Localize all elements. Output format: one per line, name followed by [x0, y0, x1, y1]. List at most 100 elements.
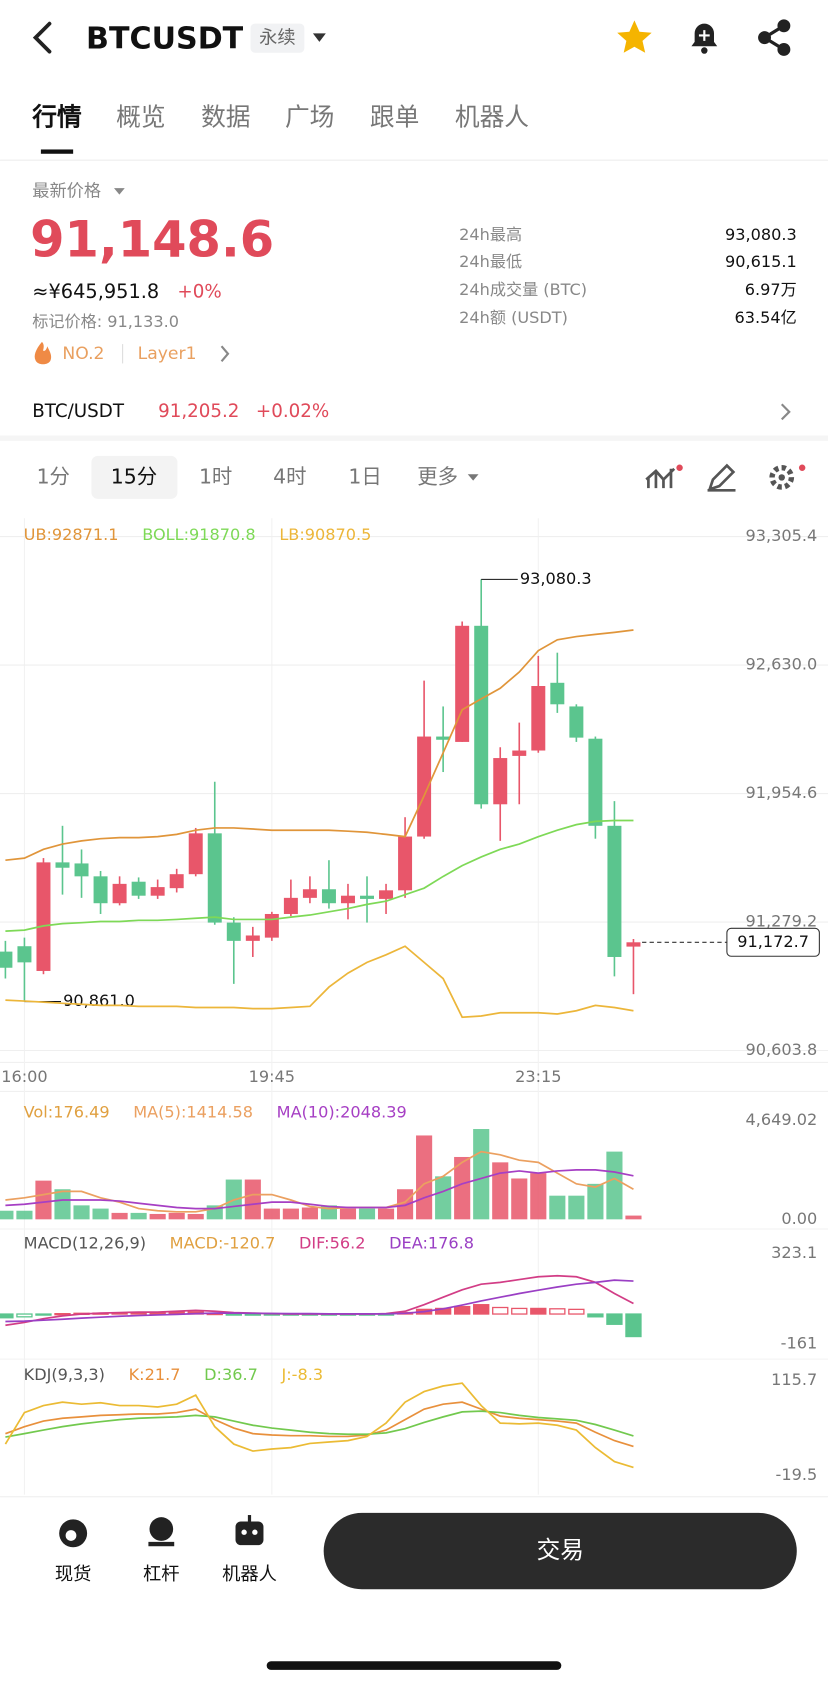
volume-bar	[511, 1178, 528, 1220]
share-button[interactable]	[758, 19, 791, 56]
symbol-dropdown[interactable]	[312, 33, 326, 42]
last-price: 91,148.6	[30, 211, 274, 269]
volume-bar	[473, 1129, 490, 1220]
interval-selected-bg	[91, 455, 178, 499]
nav-bot[interactable]: 机器人	[222, 1515, 277, 1585]
candle-body	[131, 881, 146, 896]
volume-bar	[35, 1180, 52, 1220]
x-tick-label: 23:15	[515, 1067, 561, 1086]
volume-bar	[549, 1195, 566, 1220]
tab[interactable]: 机器人	[455, 102, 529, 131]
share-dot	[758, 31, 771, 45]
candle-body	[436, 736, 451, 740]
tab[interactable]: 跟单	[370, 102, 419, 131]
sector[interactable]: Layer1	[138, 344, 197, 364]
macd-bar	[530, 1307, 547, 1315]
gear-hub	[778, 474, 785, 481]
volume-bar	[187, 1213, 204, 1220]
interval[interactable]: 更多	[417, 464, 458, 488]
sector-arrow[interactable]	[220, 345, 230, 362]
candle-body	[188, 833, 203, 875]
stat-value: 93,080.3	[725, 225, 797, 244]
bot-icon	[235, 1521, 264, 1546]
candle-body	[455, 625, 470, 742]
spot-arrow[interactable]	[780, 403, 791, 421]
candle-body	[93, 876, 108, 904]
legend-entry: BOLL:91870.8	[142, 525, 255, 544]
y-tick-label: -161	[781, 1334, 818, 1353]
tab[interactable]: 概览	[116, 102, 165, 131]
volume-bar	[339, 1208, 357, 1220]
spot-pair[interactable]: BTC/USDT	[32, 401, 125, 422]
tab[interactable]: 广场	[285, 102, 334, 131]
indicator-line	[5, 945, 634, 1019]
candle-body	[245, 935, 260, 941]
candle-body	[226, 922, 241, 941]
contract-tag: 永续	[259, 28, 296, 49]
tab[interactable]: 数据	[201, 102, 250, 131]
trade-label: 交易	[537, 1536, 584, 1564]
interval[interactable]: 15分	[111, 464, 157, 488]
legend-entry: UB:92871.1	[24, 525, 119, 544]
candle-body	[417, 736, 432, 837]
macd-bar	[16, 1313, 33, 1318]
price-dropdown[interactable]	[114, 188, 125, 195]
interval[interactable]: 1日	[348, 464, 381, 488]
macd-bar	[54, 1313, 71, 1316]
candle-body	[36, 862, 51, 971]
candle-body	[283, 897, 298, 914]
volume-bar	[0, 1210, 14, 1220]
candle-body	[0, 951, 13, 968]
settings-button[interactable]	[769, 464, 806, 490]
candle-body	[150, 887, 165, 896]
interval[interactable]: 4时	[273, 464, 306, 488]
macd-bar	[492, 1306, 509, 1315]
candle-body	[493, 758, 508, 805]
candle-body	[607, 825, 622, 957]
candle-body	[379, 890, 394, 899]
candle-body	[340, 895, 355, 904]
candle-body	[302, 889, 317, 898]
nav-label: 机器人	[222, 1564, 277, 1585]
indicator-line	[5, 629, 634, 862]
candle-body	[626, 942, 641, 947]
volume-bar	[377, 1208, 395, 1220]
legend-entry: D:36.7	[204, 1365, 258, 1384]
badge-dot	[798, 464, 806, 471]
indicator-line	[5, 1410, 634, 1438]
extreme-label: 93,080.3	[520, 569, 592, 588]
legend-entry: MA(5):1414.58	[133, 1102, 253, 1121]
symbol: BTCUSDT	[86, 21, 244, 56]
y-tick-label: 90,603.8	[745, 1040, 817, 1059]
y-tick-label: -19.5	[776, 1465, 818, 1484]
y-tick-label: 323.1	[771, 1243, 817, 1262]
mark-price: 标记价格: 91,133.0	[32, 312, 179, 331]
nav-spot[interactable]: 现货	[55, 1519, 92, 1585]
candle-body	[531, 686, 546, 751]
tab[interactable]: 行情	[31, 102, 82, 131]
volume-bar	[149, 1213, 166, 1220]
candle-body	[321, 889, 336, 904]
draw-button[interactable]	[707, 463, 736, 492]
favorite-star[interactable]	[617, 20, 652, 53]
more-dropdown[interactable]	[467, 474, 479, 481]
volume-bar	[168, 1212, 185, 1220]
nav-margin[interactable]: 杠杆	[143, 1517, 180, 1585]
interval[interactable]: 1时	[199, 464, 232, 488]
bell-clapper	[701, 47, 708, 54]
back-button[interactable]	[32, 21, 52, 54]
tag-bg	[250, 23, 305, 53]
alert-bell[interactable]	[691, 23, 718, 54]
indicator-button[interactable]	[645, 464, 683, 489]
trade-button[interactable]	[323, 1512, 797, 1590]
chart-area: 16:00 19:45 23:15 93,305.4 92,630.0 91,954.6 9…	[0, 518, 828, 1495]
bot-eye	[252, 1529, 258, 1535]
y-tick-label: 0.00	[781, 1209, 817, 1228]
volume-bar	[397, 1189, 414, 1220]
candle-body	[74, 863, 89, 877]
volume-bar	[130, 1212, 147, 1220]
indicator-icon	[645, 467, 676, 489]
interval[interactable]: 1分	[37, 464, 70, 488]
nav-label: 杠杆	[143, 1564, 180, 1585]
